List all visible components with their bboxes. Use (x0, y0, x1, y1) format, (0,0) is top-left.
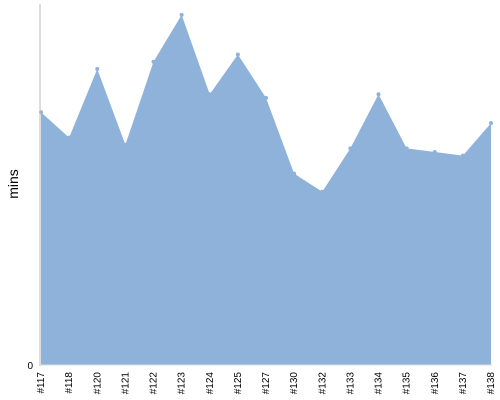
series-area (41, 14, 491, 366)
x-tick-label: #137 (458, 372, 469, 395)
x-tick-label: #127 (261, 372, 272, 395)
data-point (376, 92, 381, 97)
x-tick-label: #121 (120, 372, 131, 395)
data-point (67, 135, 72, 140)
x-tick-label: #133 (345, 372, 356, 395)
x-tick-label: #122 (149, 372, 160, 395)
y-tick-label: 0 (27, 361, 33, 372)
data-point (348, 146, 353, 151)
x-tick-label: #130 (289, 372, 300, 395)
data-point (123, 142, 128, 147)
data-point (320, 189, 325, 194)
x-tick-label: #118 (64, 372, 75, 394)
x-tick-label: #134 (374, 372, 385, 395)
data-point (489, 121, 493, 126)
data-point (264, 95, 268, 100)
data-point (292, 171, 297, 176)
x-tick-label: #132 (317, 372, 328, 395)
x-tick-label: #117 (36, 372, 47, 394)
x-tick-labels: #117 #118 #120 #121 #122 #123 #124 #125 #127 #130… (36, 372, 497, 395)
x-tick-label: #120 (92, 372, 103, 395)
data-point (404, 146, 409, 151)
y-tick-labels: 0 (27, 361, 33, 372)
data-point (151, 59, 156, 64)
x-tick-label: #124 (205, 372, 216, 395)
y-axis-title: mins (5, 169, 21, 199)
plot-area (39, 12, 493, 366)
data-point (432, 150, 437, 155)
data-point (95, 66, 100, 71)
x-tick-label: #123 (177, 372, 188, 395)
data-point (460, 153, 465, 158)
x-tick-label: #136 (430, 372, 441, 395)
x-tick-label: #138 (486, 372, 497, 395)
data-point (207, 92, 212, 97)
x-tick-label: #125 (233, 372, 244, 395)
data-point (179, 12, 184, 17)
data-point (235, 52, 240, 57)
x-tick-label: #135 (402, 372, 413, 395)
